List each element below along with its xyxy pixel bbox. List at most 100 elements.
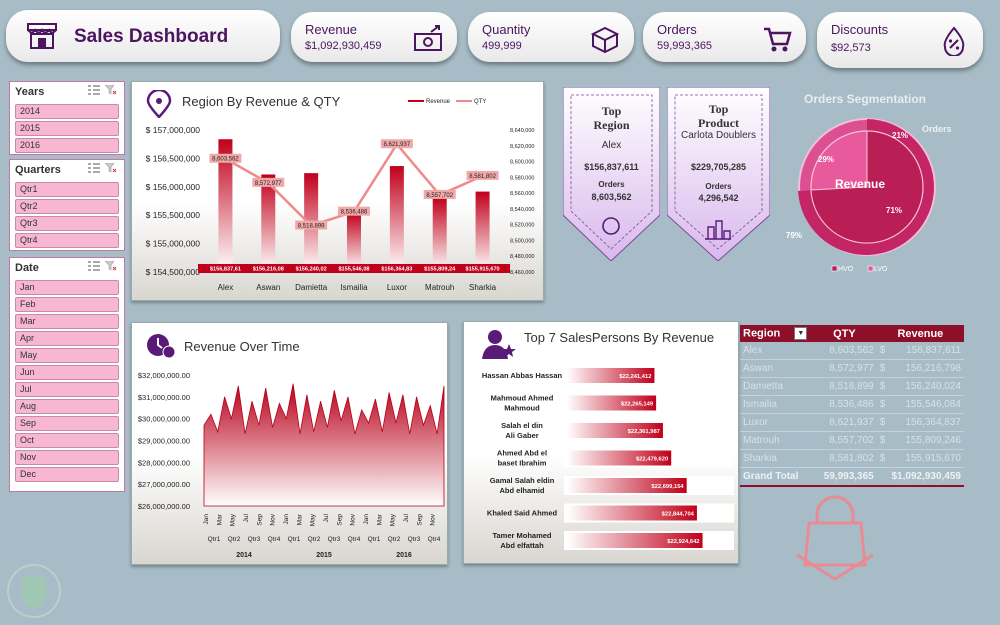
month-label: Jan xyxy=(283,514,290,525)
slicer-item[interactable]: Nov xyxy=(15,450,119,465)
cell: 156,837,611 xyxy=(890,342,964,360)
clear-filter-icon[interactable] xyxy=(105,261,117,271)
top-region-ribbon xyxy=(563,87,660,261)
slicer-item[interactable]: Jan xyxy=(15,280,119,295)
slicer-item[interactable]: Feb xyxy=(15,297,119,312)
month-label: Mar xyxy=(216,513,223,525)
slicer-item[interactable]: Apr xyxy=(15,331,119,346)
slicer-item[interactable]: Mar xyxy=(15,314,119,329)
salesperson-bar xyxy=(567,505,697,521)
salesperson-bar xyxy=(567,368,655,383)
x-tick-label: Luxor xyxy=(387,283,407,292)
table-row: Matrouh 8,557,702 $155,809,246 xyxy=(740,431,964,450)
slicer-item[interactable]: Qtr2 xyxy=(15,199,119,214)
slicer-title: Date xyxy=(15,262,39,274)
month-label: May xyxy=(230,513,237,526)
table-row: Sharkia 8,581,802 $155,915,670 xyxy=(740,449,964,468)
slicer-item[interactable]: Qtr1 xyxy=(15,182,119,197)
clear-filter-icon[interactable] xyxy=(105,163,117,173)
slicer-item[interactable]: Jun xyxy=(15,365,119,380)
table-row: Aswan 8,572,977 $156,216,798 xyxy=(740,359,964,378)
quarter-label: Qtr2 xyxy=(388,536,401,543)
salesperson-name: Mahmoud xyxy=(504,404,540,413)
shopping-bag-icon xyxy=(796,495,874,581)
y-tick-label: $31,000,000.00 xyxy=(138,393,190,402)
y-tick-label: $ 155,500,000 xyxy=(146,210,201,220)
qty-label-box xyxy=(209,153,242,163)
cell: 156,216,798 xyxy=(890,359,964,378)
multi-select-icon[interactable] xyxy=(88,163,100,173)
seg-p21: 21% xyxy=(892,131,908,140)
kpi-discounts: Discounts $92,573 xyxy=(817,12,983,68)
slicer-item[interactable]: Qtr4 xyxy=(15,233,119,248)
y-tick-label: $29,000,000.00 xyxy=(138,437,190,446)
salesperson-bar xyxy=(567,395,657,411)
slicer-item[interactable]: Qtr3 xyxy=(15,216,119,231)
top-product-title: Top xyxy=(708,102,729,116)
y-tick-label: $26,000,000.00 xyxy=(138,502,190,511)
month-label: Sep xyxy=(256,514,263,526)
box-icon xyxy=(590,26,620,54)
salesperson-name: Abd elhamid xyxy=(499,486,544,495)
cell: Matrouh xyxy=(740,431,812,450)
qty-label-box xyxy=(295,220,328,230)
slicer-item[interactable]: 2016 xyxy=(15,138,119,153)
revenue-bar xyxy=(347,212,361,272)
slicer-item[interactable]: Aug xyxy=(15,399,119,414)
cell: $ xyxy=(876,431,891,450)
slicer-item[interactable]: Jul xyxy=(15,382,119,397)
cell: Aswan xyxy=(740,359,812,378)
table-row: Alex 8,603,562 $156,837,611 xyxy=(740,342,964,360)
x-tick-label: Ismailia xyxy=(340,283,368,292)
slicer-item[interactable]: 2014 xyxy=(15,104,119,119)
salesperson-name: Tamer Mohamed xyxy=(492,531,551,540)
cell: $ xyxy=(876,413,891,432)
y-tick-label: $ 155,000,000 xyxy=(146,239,201,249)
cell: Sharkia xyxy=(740,449,812,468)
slicer-item[interactable]: 2015 xyxy=(15,121,119,136)
bar-data-label: $22,924,642 xyxy=(667,539,699,545)
cell: 8,536,486 xyxy=(812,395,877,414)
slicer-date[interactable]: Date Jan Feb Mar Apr May Jun Jul Aug Sep… xyxy=(9,257,125,492)
slicer-item[interactable]: Sep xyxy=(15,416,119,431)
kpi-label: Revenue xyxy=(305,22,358,37)
bar-data-label: $22,479,620 xyxy=(636,457,668,463)
bar-data-label: $22,699,154 xyxy=(651,484,684,490)
top-product-ribbon xyxy=(667,87,770,261)
qty-label-box xyxy=(338,206,370,216)
month-label: Jan xyxy=(363,514,370,525)
top-product-orders: 4,296,542 xyxy=(698,193,739,203)
y-tick-label: $ 156,000,000 xyxy=(146,182,201,192)
filter-dropdown-icon[interactable]: ▼ xyxy=(794,327,808,340)
revenue-time-chart: $26,000,000.00 $27,000,000.00 $28,000,000.… xyxy=(138,371,445,559)
percent-drop-icon xyxy=(943,26,965,56)
seg-outer-label: Orders xyxy=(922,124,952,134)
award-icon xyxy=(602,217,620,235)
clear-filter-icon[interactable] xyxy=(105,85,117,95)
multi-select-icon[interactable] xyxy=(88,85,100,95)
slicer-years[interactable]: Years 2014 2015 2016 xyxy=(9,81,125,155)
slicer-item[interactable]: Oct xyxy=(15,433,119,448)
month-label: Nov xyxy=(430,513,437,525)
top-region-value: $156,837,611 xyxy=(584,162,639,172)
salesperson-name: baset Ibrahim xyxy=(498,459,547,468)
revenue-bar xyxy=(432,197,447,272)
year-label: 2015 xyxy=(316,552,332,559)
bar-data-label: $22,265,149 xyxy=(621,402,654,408)
kpi-value: $1,092,930,459 xyxy=(305,40,382,52)
slicer-item[interactable]: Dec xyxy=(15,467,119,482)
slicer-item[interactable]: May xyxy=(15,348,119,363)
y2-tick-label: 8,520,000 xyxy=(510,223,534,229)
month-label: Mar xyxy=(376,513,383,525)
pivot-header-revenue: Revenue xyxy=(897,327,944,340)
month-label: Nov xyxy=(270,513,277,525)
revenue-area xyxy=(203,383,445,507)
slicer-quarters[interactable]: Quarters Qtr1 Qtr2 Qtr3 Qtr4 xyxy=(9,159,125,251)
qty-data-label: 8,621,937 xyxy=(384,142,411,148)
cell: 8,518,899 xyxy=(812,377,877,396)
cell: 8,621,937 xyxy=(812,413,877,432)
multi-select-icon[interactable] xyxy=(88,261,100,271)
cell: 155,915,670 xyxy=(890,449,964,468)
table-row: Luxor 8,621,937 $156,364,837 xyxy=(740,413,964,432)
top-product-name: Carlota Doublers xyxy=(680,130,757,141)
